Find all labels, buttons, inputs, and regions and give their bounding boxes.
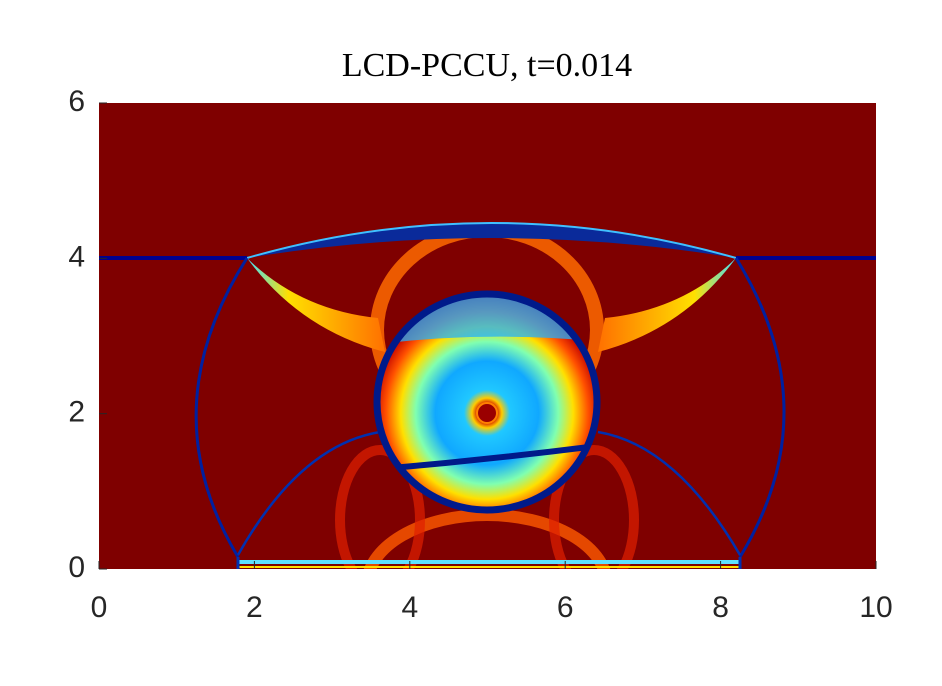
x-tick-label: 0 [91, 591, 108, 624]
x-tick-label: 10 [859, 591, 892, 624]
x-tick-label: 2 [246, 591, 263, 624]
x-tick-label: 8 [712, 591, 729, 624]
y-tick-label: 2 [68, 396, 85, 429]
y-tick-label: 4 [68, 240, 85, 273]
x-tick-label: 6 [557, 591, 574, 624]
field-image [99, 103, 876, 569]
chart-title: LCD-PCCU, t=0.014 [342, 47, 632, 84]
x-tick-label: 4 [401, 591, 418, 624]
y-tick-label: 6 [68, 85, 85, 118]
y-tick-label: 0 [68, 551, 85, 584]
